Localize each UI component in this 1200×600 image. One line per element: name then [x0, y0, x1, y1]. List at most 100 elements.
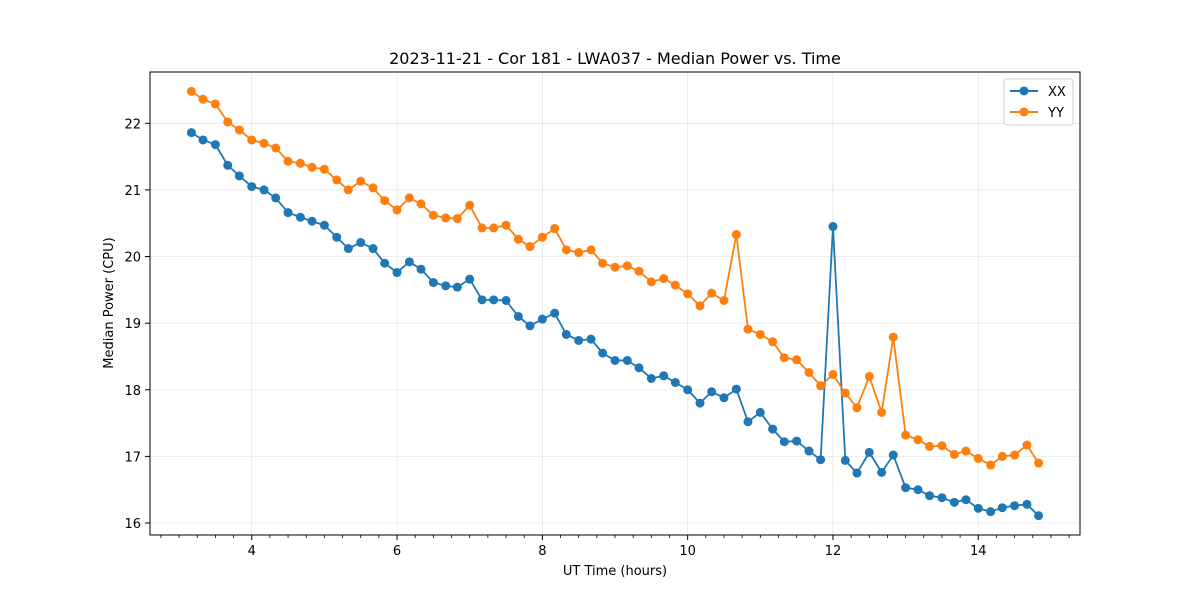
- data-point-yy: [852, 403, 862, 413]
- data-point-yy: [961, 446, 971, 456]
- data-point-xx: [271, 193, 281, 203]
- data-point-yy: [719, 296, 729, 305]
- data-point-yy: [574, 248, 584, 258]
- data-point-yy: [743, 324, 753, 334]
- data-point-yy: [731, 230, 741, 240]
- data-point-xx: [1034, 511, 1044, 521]
- data-point-xx: [537, 314, 547, 324]
- data-point-yy: [937, 441, 947, 451]
- data-point-yy: [295, 158, 305, 168]
- data-point-xx: [646, 373, 656, 383]
- x-axis-label: UT Time (hours): [563, 564, 667, 579]
- y-tick-label: 17: [124, 450, 141, 465]
- data-point-xx: [913, 485, 923, 495]
- data-point-xx: [259, 185, 269, 195]
- data-point-yy: [610, 262, 620, 272]
- data-point-xx: [561, 329, 571, 339]
- data-point-yy: [380, 196, 390, 206]
- y-axis-label: Median Power (CPU): [102, 237, 117, 368]
- data-point-yy: [550, 224, 560, 234]
- data-point-xx: [332, 232, 342, 242]
- data-point-yy: [1010, 450, 1020, 460]
- data-point-xx: [465, 274, 475, 284]
- data-point-yy: [877, 407, 887, 417]
- x-tick-label: 4: [248, 544, 256, 559]
- y-tick-label: 16: [124, 517, 141, 532]
- data-point-xx: [489, 295, 499, 305]
- data-point-xx: [743, 417, 753, 427]
- data-point-yy: [646, 277, 656, 287]
- y-tick-label: 21: [124, 184, 141, 199]
- data-point-yy: [307, 162, 317, 172]
- data-point-xx: [707, 387, 717, 397]
- data-point-xx: [586, 334, 596, 344]
- data-point-yy: [792, 355, 802, 365]
- data-point-yy: [416, 199, 426, 209]
- data-point-xx: [986, 507, 996, 517]
- data-point-xx: [816, 455, 826, 465]
- data-point-xx: [198, 135, 208, 145]
- data-point-xx: [501, 296, 511, 305]
- data-point-xx: [888, 450, 898, 460]
- data-point-yy: [343, 185, 353, 195]
- legend: XX YY: [1003, 78, 1074, 126]
- data-point-yy: [247, 135, 257, 145]
- x-tick-label: 12: [825, 544, 842, 559]
- data-point-yy: [840, 388, 850, 398]
- data-point-xx: [961, 495, 971, 505]
- data-point-xx: [550, 308, 560, 318]
- data-point-xx: [283, 208, 293, 218]
- data-point-xx: [719, 393, 729, 403]
- legend-marker-yy: [1019, 107, 1029, 117]
- data-point-yy: [683, 289, 693, 299]
- data-point-yy: [368, 183, 378, 193]
- data-point-xx: [404, 257, 414, 267]
- data-point-xx: [997, 503, 1007, 513]
- data-point-yy: [659, 274, 669, 284]
- data-point-xx: [634, 363, 644, 373]
- data-point-xx: [247, 182, 257, 192]
- data-point-yy: [670, 280, 680, 290]
- data-point-xx: [768, 424, 778, 434]
- data-point-yy: [234, 125, 244, 135]
- data-point-xx: [937, 493, 947, 503]
- data-point-xx: [186, 128, 196, 138]
- data-point-xx: [295, 212, 305, 222]
- data-point-yy: [561, 245, 571, 255]
- data-point-yy: [441, 213, 451, 223]
- y-tick-label: 22: [124, 117, 141, 132]
- data-point-xx: [622, 355, 632, 365]
- data-point-xx: [901, 483, 911, 493]
- legend-label-xx: XX: [1048, 85, 1066, 100]
- data-point-yy: [986, 460, 996, 470]
- x-tick-label: 10: [679, 544, 696, 559]
- data-point-xx: [949, 497, 959, 507]
- data-point-xx: [779, 437, 789, 447]
- axis-ticks: 4 6 8 10 12 14 16 17 18 19 20 21 22: [124, 117, 1070, 559]
- data-point-yy: [332, 175, 342, 185]
- data-point-yy: [973, 453, 983, 463]
- data-point-yy: [525, 242, 535, 252]
- data-point-xx: [1010, 501, 1020, 511]
- data-point-yy: [1034, 458, 1044, 468]
- data-point-xx: [731, 384, 741, 394]
- data-point-xx: [973, 503, 983, 513]
- data-point-yy: [210, 99, 220, 109]
- data-point-yy: [828, 369, 838, 379]
- data-point-xx: [441, 281, 451, 291]
- data-point-xx: [392, 268, 402, 278]
- y-tick-label: 20: [124, 251, 141, 266]
- data-point-xx: [368, 244, 378, 254]
- data-point-xx: [659, 371, 669, 381]
- data-point-xx: [610, 355, 620, 365]
- data-point-yy: [356, 176, 366, 186]
- data-point-xx: [925, 491, 935, 501]
- data-point-yy: [452, 214, 462, 224]
- data-point-yy: [598, 258, 608, 268]
- data-point-yy: [586, 245, 596, 255]
- grid: [150, 72, 1080, 535]
- data-point-yy: [489, 223, 499, 233]
- data-point-xx: [683, 385, 693, 395]
- data-point-xx: [828, 222, 838, 232]
